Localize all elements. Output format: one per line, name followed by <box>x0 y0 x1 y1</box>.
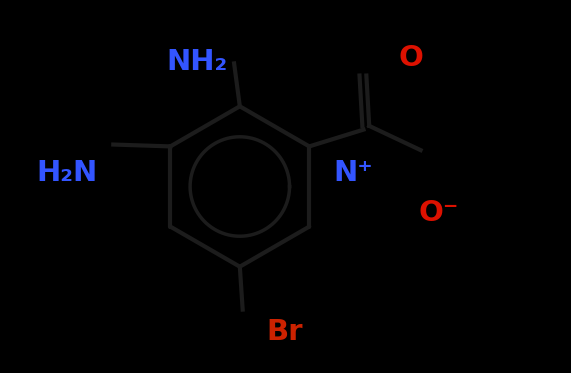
Text: H₂N: H₂N <box>37 159 98 188</box>
Text: O: O <box>399 44 424 72</box>
Text: Br: Br <box>266 318 303 346</box>
Text: N⁺: N⁺ <box>333 159 373 188</box>
Text: O⁻: O⁻ <box>419 198 459 227</box>
Text: NH₂: NH₂ <box>166 47 228 76</box>
